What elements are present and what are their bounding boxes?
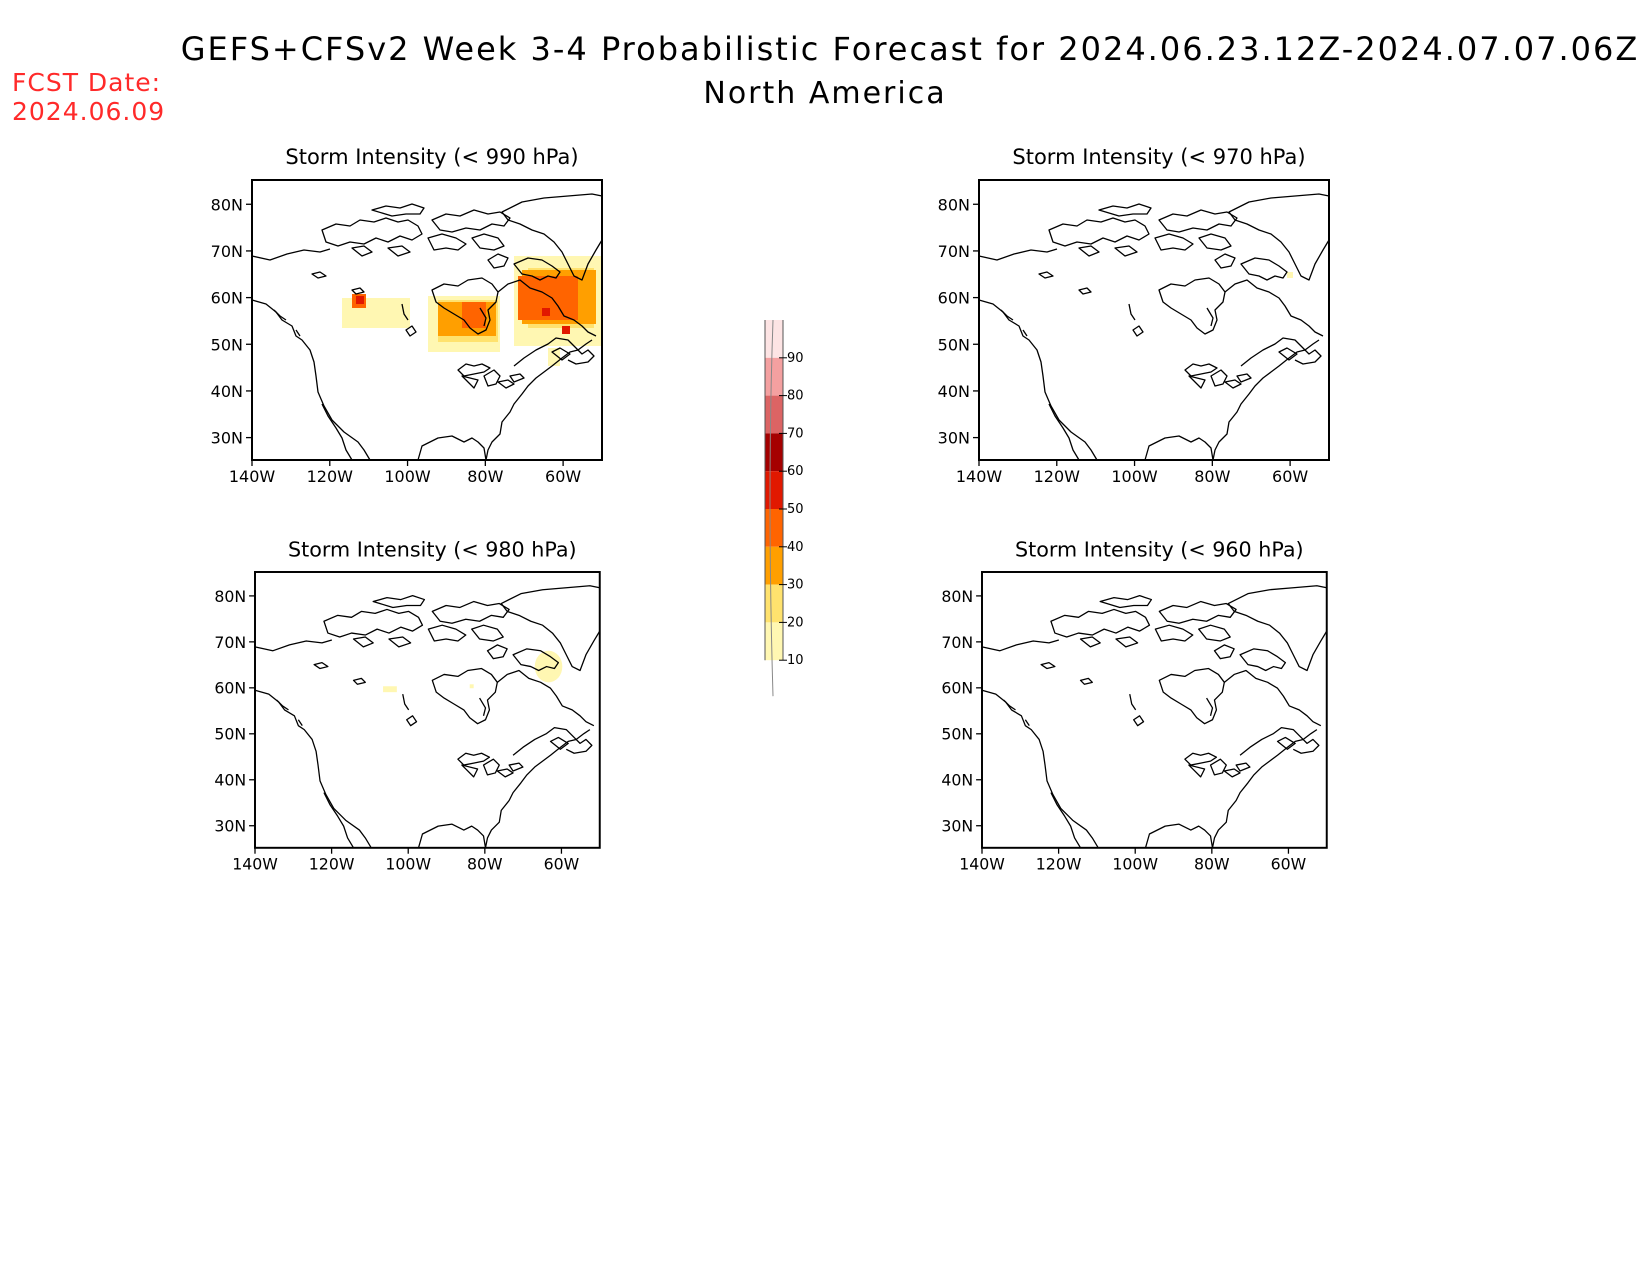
colorbar-level-label: 60 xyxy=(787,464,804,479)
colorbar-swatch xyxy=(765,509,783,547)
colorbar-swatch xyxy=(765,471,783,509)
lat-tick-label: 70N xyxy=(211,242,243,261)
lon-tick-label: 120W xyxy=(307,467,354,486)
lon-tick-label: 100W xyxy=(1112,854,1158,873)
lon-tick-label: 120W xyxy=(309,854,355,873)
lat-tick-label: 60N xyxy=(938,289,970,308)
figure-subtitle: North America xyxy=(703,76,947,111)
lat-tick-label: 60N xyxy=(941,679,973,698)
lat-tick-label: 80N xyxy=(938,195,970,214)
map-frame xyxy=(251,179,603,461)
colorbar-level-label: 40 xyxy=(787,540,804,555)
colorbar-level-label: 90 xyxy=(787,351,804,366)
colorbar-swatch xyxy=(765,357,783,396)
colorbar-swatch xyxy=(765,395,783,434)
lat-tick-label: 40N xyxy=(211,382,243,401)
lat-tick-label: 50N xyxy=(211,335,243,354)
colorbar-level-label: 70 xyxy=(787,426,804,441)
panel-960: Storm Intensity (< 960 hPa) 80N 70N 60N 50N… xyxy=(941,537,1328,873)
lat-tick-label: 70N xyxy=(214,633,246,652)
lon-tick-label: 80W xyxy=(467,854,503,873)
lon-tick-label: 60W xyxy=(1272,467,1308,486)
lat-tick-label: 70N xyxy=(941,633,973,652)
lat-tick-label: 40N xyxy=(938,382,970,401)
colorbar: 10 20 30 40 50 60 70 80 90 xyxy=(764,319,804,697)
colorbar-level-label: 20 xyxy=(787,615,804,630)
forecast-date-label: FCST Date: 2024.06.09 xyxy=(12,68,165,126)
fcst-date-value: 2024.06.09 xyxy=(12,97,166,126)
panel-title: Storm Intensity (< 990 hPa) xyxy=(285,145,578,169)
lat-tick-label: 40N xyxy=(214,771,246,790)
colorbar-level-label: 80 xyxy=(787,389,804,404)
lat-tick-label: 30N xyxy=(211,429,243,448)
colorbar-swatch xyxy=(765,320,783,358)
lat-tick-label: 40N xyxy=(941,771,973,790)
lon-tick-label: 80W xyxy=(1194,467,1230,486)
lon-tick-label: 140W xyxy=(959,854,1005,873)
lat-tick-label: 30N xyxy=(938,429,970,448)
probability-shading xyxy=(1287,272,1293,278)
panel-title: Storm Intensity (< 960 hPa) xyxy=(1015,537,1304,561)
lat-tick-label: 80N xyxy=(941,587,973,606)
panel-970: Storm Intensity (< 970 hPa) 80N 70N 60N 50N… xyxy=(938,145,1330,486)
colorbar-swatch xyxy=(765,584,783,623)
map-frame xyxy=(978,179,1330,461)
panel-990: Storm Intensity (< 990 hPa) 80N 70N 60N 50N… xyxy=(211,145,603,486)
panel-title: Storm Intensity (< 980 hPa) xyxy=(288,537,577,561)
colorbar-swatch xyxy=(765,546,783,585)
lon-tick-label: 140W xyxy=(229,467,276,486)
colorbar-level-label: 10 xyxy=(787,653,804,668)
lat-tick-label: 50N xyxy=(214,725,246,744)
lon-tick-label: 80W xyxy=(467,467,503,486)
panel-title: Storm Intensity (< 970 hPa) xyxy=(1012,145,1305,169)
lat-tick-label: 50N xyxy=(941,725,973,744)
lon-tick-label: 60W xyxy=(544,854,580,873)
fcst-date-caption: FCST Date: xyxy=(12,68,162,97)
colorbar-level-label: 50 xyxy=(787,502,804,517)
lat-tick-label: 70N xyxy=(938,242,970,261)
lat-tick-label: 30N xyxy=(214,817,246,836)
lon-tick-label: 140W xyxy=(956,467,1003,486)
colorbar-level-label: 30 xyxy=(787,578,804,593)
probability-shading xyxy=(383,650,563,693)
map-frame xyxy=(981,571,1328,849)
lon-tick-label: 60W xyxy=(1271,854,1307,873)
lat-tick-label: 80N xyxy=(214,587,246,606)
lon-tick-label: 80W xyxy=(1194,854,1230,873)
figure-title: GEFS+CFSv2 Week 3-4 Probabilistic Foreca… xyxy=(180,30,1640,68)
lon-tick-label: 140W xyxy=(232,854,278,873)
map-frame xyxy=(254,571,601,849)
lat-tick-label: 30N xyxy=(941,817,973,836)
lon-tick-label: 120W xyxy=(1036,854,1082,873)
colorbar-swatch xyxy=(765,622,783,661)
panel-980: Storm Intensity (< 980 hPa) 80N 70N 60N 50N… xyxy=(214,537,601,873)
lat-tick-label: 80N xyxy=(211,195,243,214)
lon-tick-label: 120W xyxy=(1034,467,1081,486)
lat-tick-label: 60N xyxy=(214,679,246,698)
lon-tick-label: 100W xyxy=(1111,467,1158,486)
lat-tick-label: 60N xyxy=(211,289,243,308)
lon-tick-label: 100W xyxy=(385,854,431,873)
lat-tick-label: 50N xyxy=(938,335,970,354)
colorbar-swatch xyxy=(765,433,783,472)
lon-tick-label: 60W xyxy=(545,467,581,486)
lon-tick-label: 100W xyxy=(384,467,431,486)
